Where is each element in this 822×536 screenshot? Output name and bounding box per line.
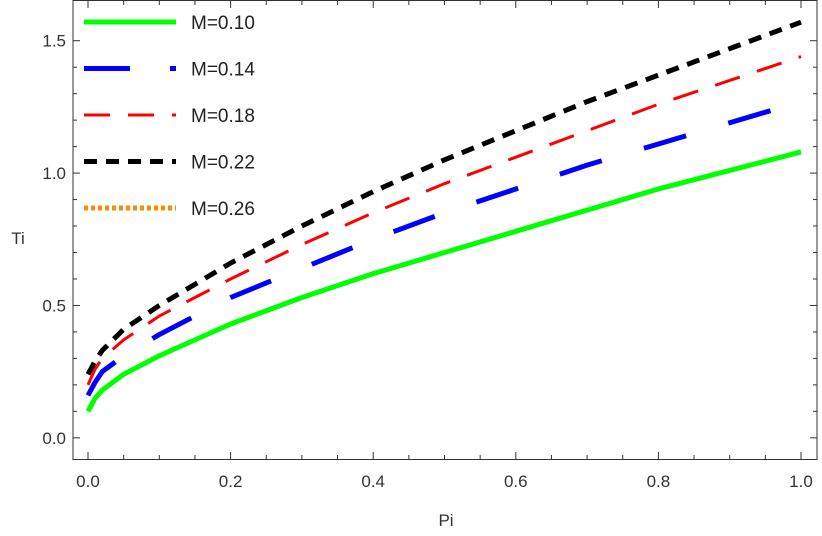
legend-label: M=0.26 xyxy=(191,199,255,220)
series-line-m-0-22 xyxy=(85,19,802,376)
x-axis-label: Pi xyxy=(438,511,453,530)
legend-label: M=0.14 xyxy=(191,60,255,81)
series-line-m-0-14 xyxy=(85,99,802,397)
series-line-m-0-10 xyxy=(85,149,802,413)
x-tick-label: 0.0 xyxy=(76,472,100,491)
series-line-m-0-18 xyxy=(86,55,802,386)
x-tick-label: 0.4 xyxy=(361,472,385,491)
y-tick-label: 1.0 xyxy=(42,164,66,183)
x-tick-label: 1.0 xyxy=(789,472,813,491)
y-tick-label: 0.5 xyxy=(42,296,66,315)
ticks-layer: 0.0 0.2 0.4 0.6 0.8 1.0 0.0 0.5 1.0 1.5 xyxy=(42,1,817,491)
series-layer xyxy=(85,19,802,413)
legend: M=0.10 M=0.14 M=0.18 M=0.22 M=0.26 xyxy=(84,13,255,220)
x-tick-label: 0.8 xyxy=(647,472,671,491)
y-tick-label: 1.5 xyxy=(42,32,66,51)
legend-label: M=0.10 xyxy=(191,13,255,34)
y-axis-label: Ti xyxy=(11,229,25,248)
legend-label: M=0.22 xyxy=(191,153,255,174)
x-tick-label: 0.2 xyxy=(219,472,243,491)
legend-label: M=0.18 xyxy=(191,106,255,127)
y-tick-label: 0.0 xyxy=(42,429,66,448)
plot-frame xyxy=(72,0,818,460)
x-tick-label: 0.6 xyxy=(504,472,528,491)
